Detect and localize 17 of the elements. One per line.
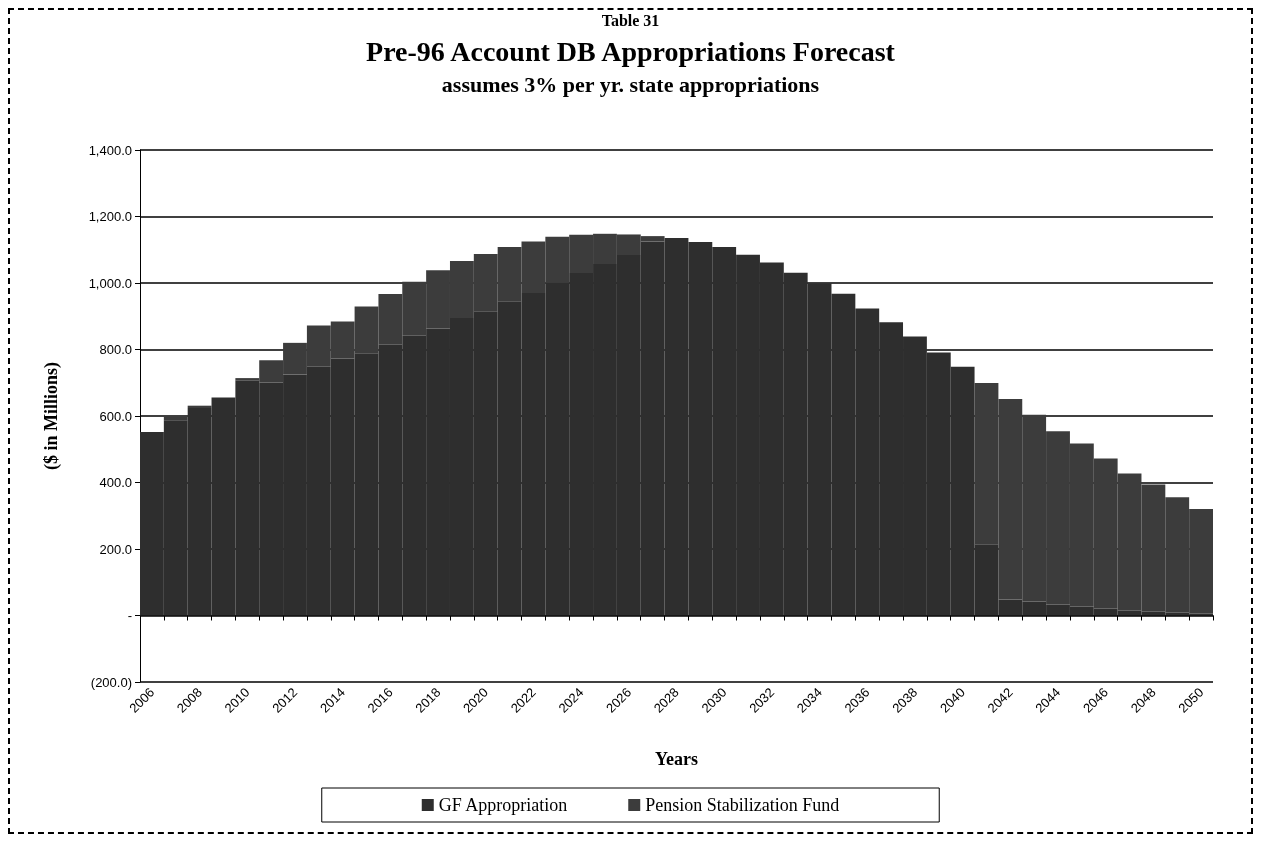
x-axis-title: Years [655, 749, 698, 769]
chart-title: Pre-96 Account DB Appropriations Forecast [366, 35, 896, 67]
y-tick-label: (200.0) [90, 674, 132, 690]
legend-label: GF Appropriation [438, 795, 568, 815]
chart-subtitle: assumes 3% per yr. state appropriations [441, 71, 820, 97]
y-tick-label: - [127, 608, 132, 623]
y-tick-label: 600.0 [99, 408, 132, 424]
y-tick-label: 1,200.0 [88, 209, 132, 224]
y-tick-label: 800.0 [99, 342, 132, 357]
bar [163, 416, 188, 421]
legend-label: Pension Stabilization Fund [645, 795, 840, 815]
y-tick-label: 1,400.0 [88, 142, 132, 158]
y-tick-label: 200.0 [99, 541, 132, 557]
y-tick-label: 1,000.0 [88, 275, 132, 291]
y-tick-label: 400.0 [99, 475, 132, 490]
caption: Table 31 [601, 11, 660, 29]
y-axis-title: ($ in Millions) [41, 361, 62, 471]
